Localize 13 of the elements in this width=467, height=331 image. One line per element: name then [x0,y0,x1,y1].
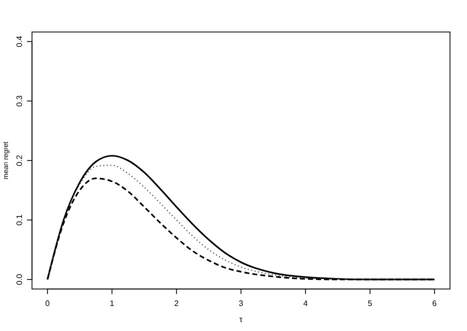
x-tick-label: 6 [432,299,438,308]
x-tick-label: 1 [110,299,115,308]
y-tick-label: 0.1 [15,214,24,226]
y-tick-label: 0.0 [15,273,24,286]
y-tick-label: 0.3 [15,94,24,107]
y-tick-label: 0.2 [15,154,24,166]
x-tick-label: 3 [238,299,244,308]
x-tick-label: 0 [45,299,50,308]
y-tick-label: 0.4 [15,35,24,48]
x-tick-label: 5 [368,299,373,308]
x-tick-label: 4 [303,299,308,308]
x-axis-title: τ [239,315,244,324]
x-tick-label: 2 [174,299,180,308]
